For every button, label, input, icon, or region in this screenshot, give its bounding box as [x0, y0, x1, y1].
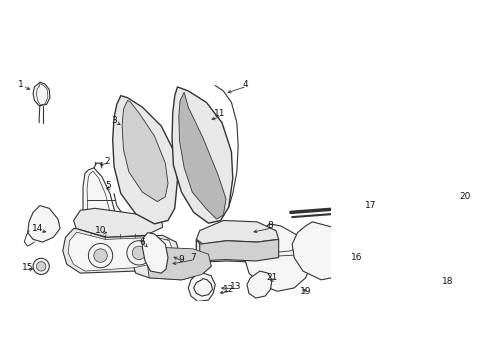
- Polygon shape: [133, 251, 211, 280]
- Text: 17: 17: [364, 201, 375, 210]
- Polygon shape: [291, 222, 356, 280]
- Text: 1: 1: [18, 80, 24, 89]
- Circle shape: [33, 258, 49, 274]
- Polygon shape: [193, 279, 212, 296]
- Circle shape: [126, 241, 151, 265]
- Text: 3: 3: [111, 116, 117, 125]
- Polygon shape: [73, 208, 163, 237]
- Text: 18: 18: [441, 277, 452, 286]
- Text: 4: 4: [242, 80, 247, 89]
- Polygon shape: [62, 229, 179, 273]
- Polygon shape: [431, 202, 464, 251]
- Polygon shape: [196, 239, 199, 261]
- Polygon shape: [196, 220, 278, 244]
- Text: 6: 6: [139, 238, 145, 247]
- Polygon shape: [361, 260, 445, 298]
- Polygon shape: [196, 239, 278, 261]
- Polygon shape: [244, 224, 310, 291]
- Text: 10: 10: [95, 226, 106, 235]
- Text: 21: 21: [265, 273, 277, 282]
- Text: 8: 8: [267, 221, 273, 230]
- Text: 16: 16: [350, 253, 362, 262]
- Circle shape: [94, 249, 107, 262]
- Circle shape: [132, 246, 145, 260]
- Polygon shape: [179, 92, 225, 219]
- Text: 14: 14: [32, 224, 43, 233]
- Polygon shape: [68, 233, 172, 271]
- Polygon shape: [172, 87, 232, 223]
- Polygon shape: [142, 233, 168, 273]
- Text: 12: 12: [223, 285, 234, 294]
- Text: 2: 2: [104, 157, 110, 166]
- Polygon shape: [122, 100, 168, 202]
- Text: 11: 11: [214, 109, 225, 118]
- Polygon shape: [112, 96, 177, 224]
- Text: 9: 9: [178, 255, 184, 264]
- Polygon shape: [83, 168, 117, 256]
- Polygon shape: [246, 271, 271, 298]
- Text: 19: 19: [299, 287, 311, 296]
- Text: 20: 20: [458, 192, 469, 201]
- Text: 15: 15: [22, 263, 33, 272]
- Polygon shape: [87, 171, 111, 250]
- Text: 7: 7: [190, 253, 196, 262]
- Polygon shape: [145, 247, 211, 280]
- Polygon shape: [33, 82, 50, 106]
- Circle shape: [88, 243, 112, 268]
- Polygon shape: [28, 206, 60, 242]
- Circle shape: [37, 262, 46, 271]
- Polygon shape: [188, 273, 215, 301]
- Text: 13: 13: [229, 282, 241, 291]
- Text: 5: 5: [105, 181, 111, 190]
